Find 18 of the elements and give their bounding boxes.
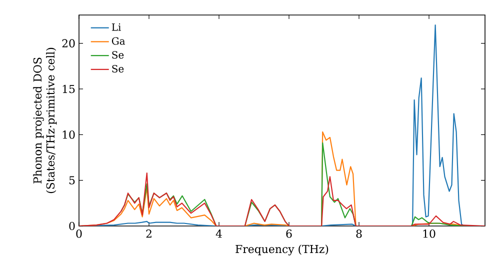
x-tick-label: 0 [76, 230, 82, 238]
x-tick-label: 2 [146, 230, 152, 238]
x-tick-label: 8 [356, 230, 362, 238]
y-tick-label: 15 [62, 84, 75, 94]
legend-label: Ga [112, 37, 126, 45]
y-tick-label: 5 [69, 176, 75, 184]
y-axis-title: Phonon projected DOS (States/THz·primitive cell) [33, 48, 57, 194]
x-tick-label: 6 [286, 230, 292, 238]
y-tick-label: 0 [69, 222, 75, 230]
legend-label: Se [112, 64, 124, 72]
x-tick-label: 4 [216, 230, 222, 238]
y-tick-label: 20 [62, 39, 75, 48]
line-series [79, 172, 486, 226]
legend-label: Li [112, 23, 121, 31]
legend-label: Se [112, 51, 124, 59]
x-tick-label: 10 [423, 230, 436, 238]
y-tick-label: 10 [62, 130, 75, 139]
x-axis-title: Frequency (THz) [236, 244, 328, 256]
